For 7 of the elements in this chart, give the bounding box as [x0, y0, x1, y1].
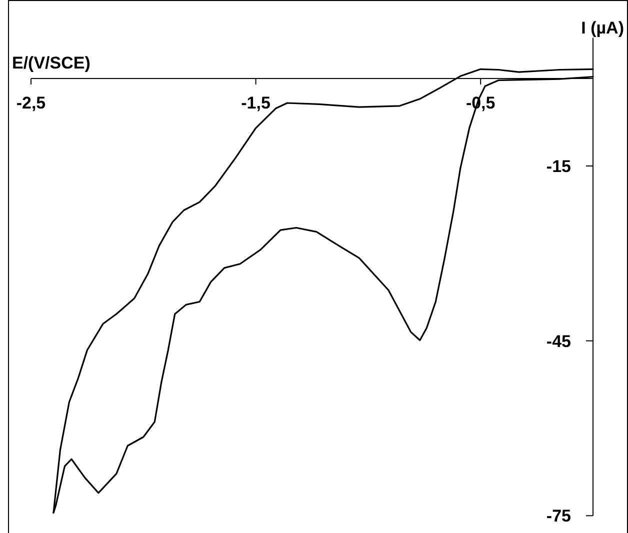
x-tick-label: -1,5 — [241, 94, 270, 113]
y-tick-label: -75 — [546, 506, 571, 526]
y-tick-label: -45 — [546, 332, 571, 351]
x-tick-label: -2,5 — [16, 94, 46, 113]
x-axis-title: E/(V/SCE) — [12, 54, 90, 73]
y-tick-label: -15 — [546, 156, 571, 176]
y-axis-title: I (µA) — [581, 18, 624, 38]
